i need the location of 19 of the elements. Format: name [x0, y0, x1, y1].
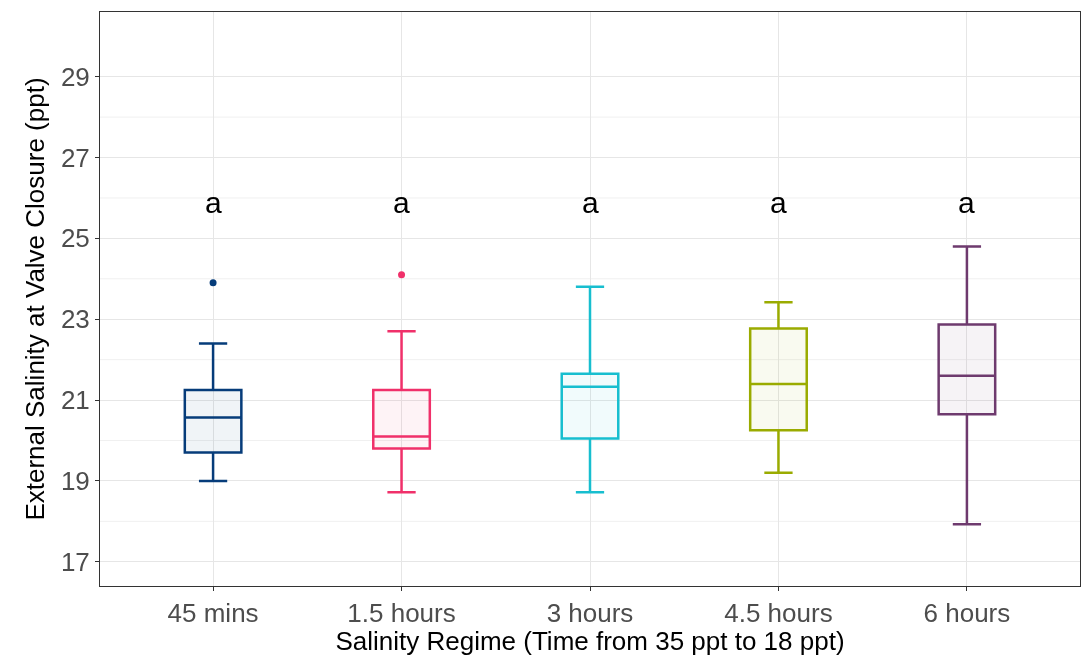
annotation: a	[770, 186, 787, 219]
annotation: a	[958, 186, 975, 219]
x-tick-label: 45 mins	[167, 598, 259, 629]
annotation: a	[582, 186, 599, 219]
y-tick-label: 29	[60, 61, 90, 92]
x-tick-label: 1.5 hours	[347, 598, 456, 629]
annotation: a	[393, 186, 410, 219]
x-tick-label: 4.5 hours	[724, 598, 833, 629]
y-tick-label: 21	[60, 385, 90, 416]
y-tick-label: 25	[60, 223, 90, 254]
y-tick-label: 23	[60, 304, 90, 335]
x-tick-label: 6 hours	[923, 598, 1011, 629]
x-axis-title: Salinity Regime (Time from 35 ppt to 18 ppt)	[335, 626, 845, 656]
y-tick-label: 17	[60, 546, 90, 577]
annotation: a	[205, 186, 222, 219]
y-tick-label: 27	[60, 142, 90, 173]
y-axis-title: External Salinity at Valve Closure (ppt)	[20, 77, 51, 521]
y-tick-label: 19	[60, 466, 90, 496]
x-tick-label: 3 hours	[546, 598, 634, 629]
